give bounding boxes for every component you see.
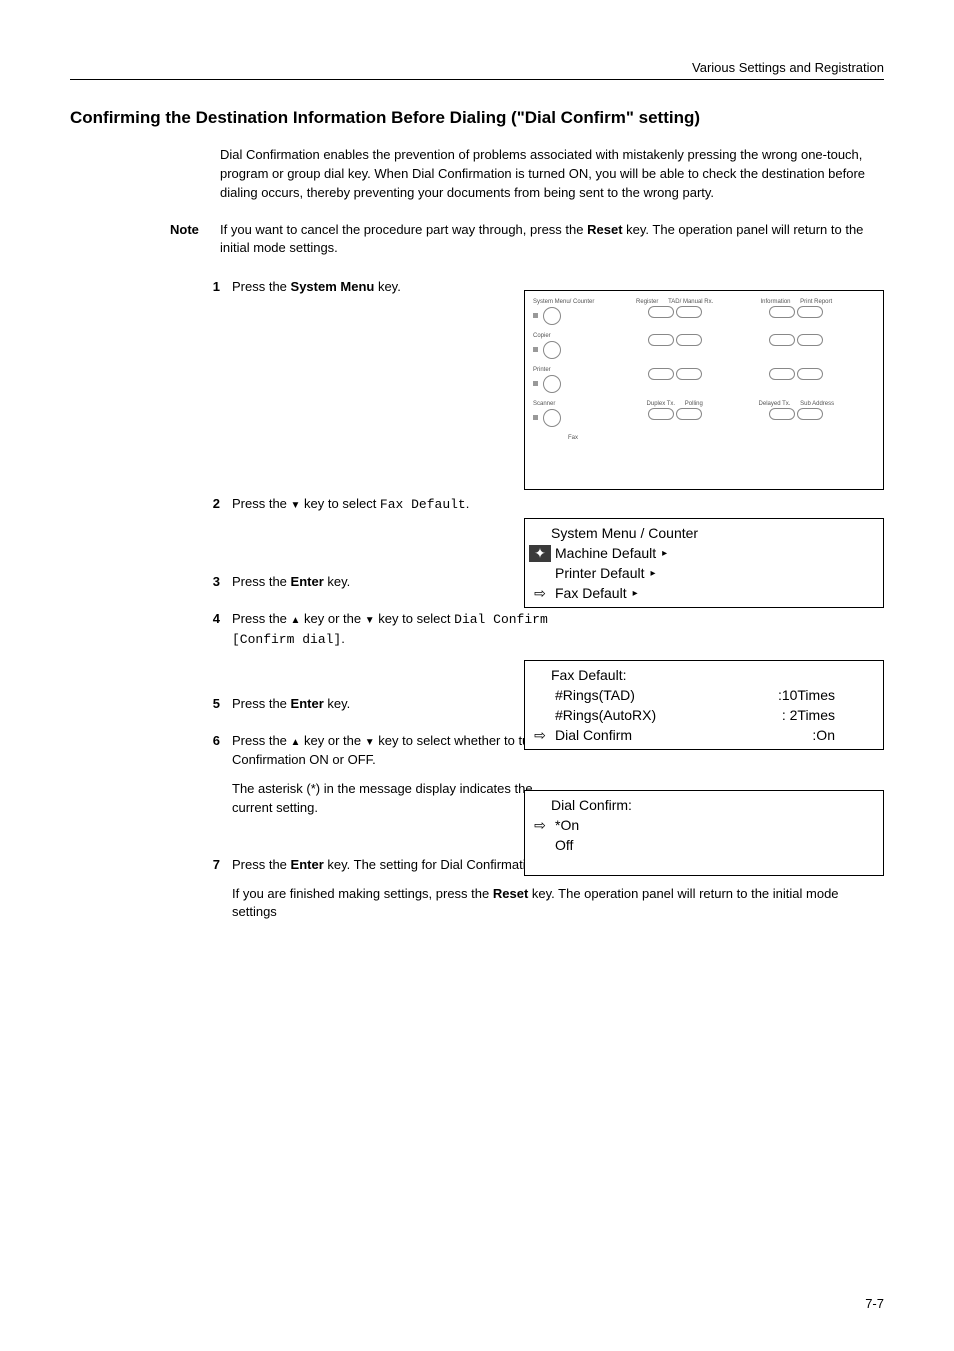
lcd-item: *On [551, 817, 579, 833]
step-text: The asterisk (*) in the message display … [232, 780, 572, 818]
lcd-value: : 2Times [782, 707, 875, 723]
lcd-dark-strip: ✦ [529, 545, 551, 562]
step-text-bold: Reset [493, 886, 528, 901]
panel-label: Delayed Tx. [759, 401, 791, 407]
step-text: key. [324, 574, 351, 589]
step-text: key. [374, 279, 401, 294]
step-text-bold: Enter [291, 696, 324, 711]
arrow-right-icon: ⇨ [529, 586, 551, 600]
note-text-bold: Reset [587, 222, 622, 237]
step-body: Press the ▲ key or the ▼ key to select w… [232, 732, 572, 827]
step-text: . [341, 631, 345, 646]
step-text: key or the [300, 611, 364, 626]
up-triangle-icon: ▲ [291, 737, 301, 748]
panel-label: Duplex Tx. [647, 401, 676, 407]
step-2: 2 Press the ▼ key to select Fax Default. [200, 495, 884, 515]
lcd-title: Fax Default: [551, 667, 626, 683]
step-body: Press the Enter key. [232, 695, 572, 714]
step-num: 1 [200, 278, 220, 297]
step-text: key to select [375, 611, 454, 626]
lcd-value: :10Times [778, 687, 875, 703]
step-text: . [466, 496, 470, 511]
step-text: Press the [232, 496, 291, 511]
panel-label: Copier [533, 333, 551, 339]
step-num: 3 [200, 573, 220, 592]
lcd-display-system-menu: System Menu / Counter ✦ Machine Default … [524, 518, 884, 608]
step-text: If you are finished making settings, pre… [232, 886, 493, 901]
step-text: Press the [232, 696, 291, 711]
step-text: key. [324, 696, 351, 711]
arrow-right-icon: ⇨ [529, 728, 551, 742]
note-label: Note [170, 221, 220, 259]
panel-label: Fax [568, 435, 578, 441]
step-4: 4 Press the ▲ key or the ▼ key to select… [200, 610, 884, 650]
panel-label-sysmenu: System Menu/ Counter [533, 299, 594, 305]
panel-label: Information [760, 299, 790, 305]
lcd-title: System Menu / Counter [551, 525, 698, 541]
lcd-item: #Rings(AutoRX) [551, 707, 656, 723]
lcd-item: Machine Default [551, 545, 656, 561]
note-text: If you want to cancel the procedure part… [220, 221, 884, 259]
step-text-bold: Enter [291, 857, 324, 872]
step-text: key or the [300, 733, 364, 748]
lcd-value: :On [812, 727, 875, 743]
step-text: Press the [232, 611, 291, 626]
panel-label: Printer [533, 367, 551, 373]
lcd-item: Fax Default [551, 585, 627, 601]
step-mono: Fax Default [380, 497, 466, 512]
panel-label: TAD/ Manual Rx. [668, 299, 713, 305]
lcd-display-fax-default: Fax Default: #Rings(TAD) :10Times #Rings… [524, 660, 884, 750]
lcd-title: Dial Confirm: [551, 797, 632, 813]
caret-right-icon: ▸ [662, 548, 667, 559]
up-triangle-icon: ▲ [291, 615, 301, 626]
step-text: Press the [232, 279, 291, 294]
step-body: Press the ▲ key or the ▼ key to select D… [232, 610, 572, 650]
caret-right-icon: ▸ [650, 568, 655, 579]
step-num: 5 [200, 695, 220, 714]
step-text-bold: System Menu [291, 279, 375, 294]
panel-label: Scanner [533, 401, 555, 407]
down-triangle-icon: ▼ [291, 500, 301, 511]
lcd-item: Off [551, 837, 573, 853]
caret-right-icon: ▸ [633, 588, 638, 599]
panel-label: Register [636, 299, 658, 305]
panel-label: Print Report [800, 299, 832, 305]
step-text: Press the [232, 574, 291, 589]
breadcrumb: Various Settings and Registration [70, 60, 884, 80]
step-num: 2 [200, 495, 220, 515]
step-num: 4 [200, 610, 220, 650]
lcd-item: #Rings(TAD) [551, 687, 635, 703]
lcd-item: Printer Default [551, 565, 644, 581]
down-triangle-icon: ▼ [365, 737, 375, 748]
step-body: Press the ▼ key to select Fax Default. [232, 495, 572, 515]
step-num: 7 [200, 856, 220, 933]
step-body: Press the System Menu key. [232, 278, 572, 297]
step-text: Press the [232, 733, 291, 748]
step-text: Press the [232, 857, 291, 872]
control-panel-illustration: System Menu/ Counter Register TAD/ Manua… [524, 290, 884, 490]
intro-paragraph: Dial Confirmation enables the prevention… [220, 146, 884, 203]
panel-label: Polling [685, 401, 703, 407]
panel-label: Sub Address [800, 401, 834, 407]
step-num: 6 [200, 732, 220, 827]
step-text: key to select [300, 496, 379, 511]
note-text-before: If you want to cancel the procedure part… [220, 222, 587, 237]
arrow-right-icon: ⇨ [529, 818, 551, 832]
step-text-bold: Enter [291, 574, 324, 589]
step-body: Press the Enter key. [232, 573, 572, 592]
page-number: 7-7 [865, 1296, 884, 1311]
down-triangle-icon: ▼ [365, 615, 375, 626]
lcd-item: Dial Confirm [551, 727, 632, 743]
section-title: Confirming the Destination Information B… [70, 108, 884, 128]
lcd-display-dial-confirm: Dial Confirm: ⇨ *On Off [524, 790, 884, 876]
note-block: Note If you want to cancel the procedure… [170, 221, 884, 259]
